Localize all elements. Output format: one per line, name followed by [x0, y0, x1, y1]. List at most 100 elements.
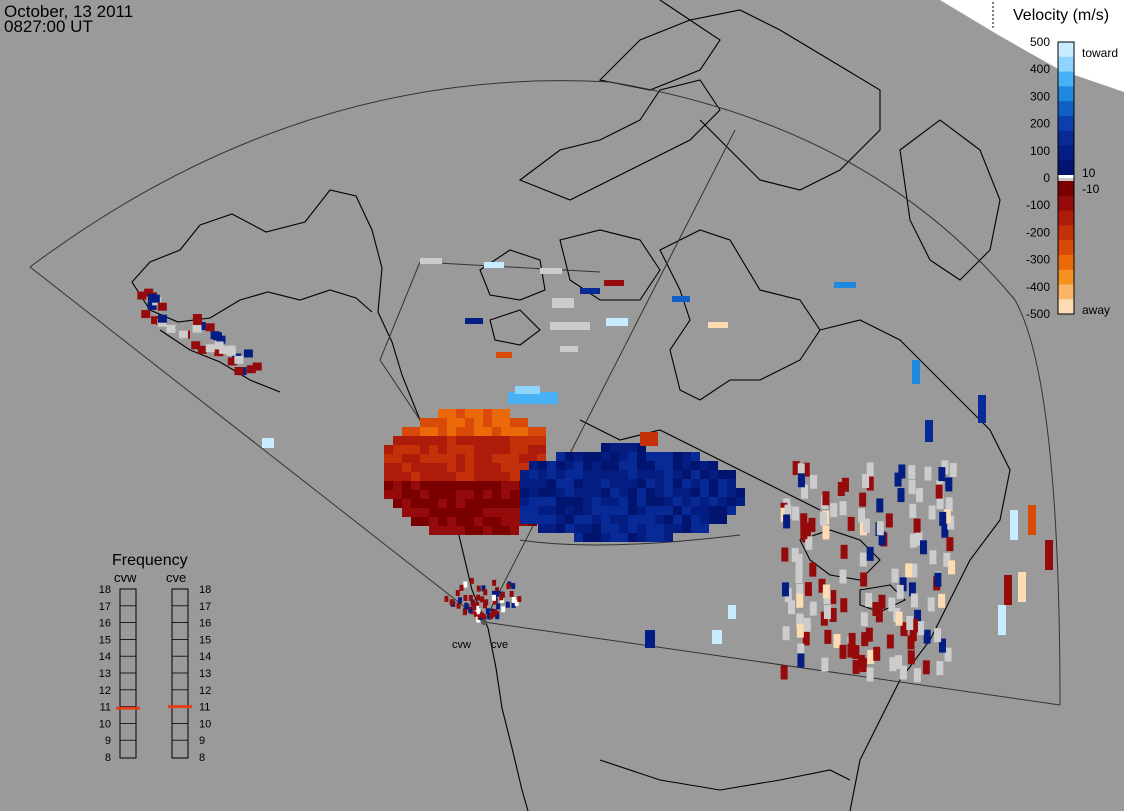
echo-cell: [402, 508, 411, 517]
echo-cell: [628, 443, 637, 452]
echo-cell: [865, 627, 873, 642]
colorbar-tick-label: -200: [1026, 225, 1050, 239]
echo-cell: [501, 463, 510, 472]
echo-cell: [447, 427, 456, 436]
echo-cell: [556, 515, 565, 524]
colorbar-title: Velocity (m/s): [1013, 7, 1109, 24]
echo-cell: [474, 481, 483, 490]
echo-cell: [495, 590, 500, 597]
echo-cell: [574, 506, 583, 515]
echo-cell: [520, 488, 529, 497]
echo-cell: [234, 367, 244, 376]
echo-cell: [456, 490, 465, 499]
echo-cell: [538, 488, 547, 497]
echo-cell: [637, 452, 646, 461]
frequency-tick-left: 14: [99, 651, 111, 663]
echo-cell: [438, 508, 447, 517]
echo-cell: [491, 594, 496, 601]
echo-cell: [501, 517, 510, 526]
echo-cell: [438, 499, 447, 508]
echo-cell: [862, 518, 870, 533]
echo-cell: [646, 533, 655, 542]
echo-cell: [520, 506, 529, 515]
echo-cell: [727, 470, 736, 479]
echo-cell: [673, 479, 682, 488]
echo-cell: [646, 470, 655, 479]
echo-cell: [682, 524, 691, 533]
echo-cell: [822, 491, 830, 506]
echo-cell: [529, 515, 538, 524]
echo-cell: [944, 647, 952, 662]
echo-cell: [628, 461, 637, 470]
echo-cell: [483, 589, 488, 596]
echo-cell: [876, 521, 884, 536]
echo-cell: [646, 506, 655, 515]
echo-cell: [447, 445, 456, 454]
echo-cell: [429, 427, 438, 436]
echo-cell: [511, 601, 516, 608]
echo-cell: [637, 488, 646, 497]
echo-cell: [938, 467, 946, 482]
frequency-marker: [168, 705, 192, 709]
frequency-tick-left: 15: [99, 634, 111, 646]
echo-cell: [860, 572, 868, 587]
echo-cell: [565, 461, 574, 470]
echo-cell: [465, 499, 474, 508]
echo-cell: [447, 418, 456, 427]
colorbar-minus10-label: -10: [1082, 182, 1100, 196]
echo-cell: [501, 606, 506, 613]
colorbar-plus10-label: 10: [1082, 166, 1096, 180]
echo-cell: [547, 479, 556, 488]
echo-cell: [895, 655, 903, 670]
echo-cell: [476, 585, 481, 592]
map-corner-highlight: [940, 0, 1124, 92]
echo-cell: [628, 452, 637, 461]
echo-cell: [592, 524, 601, 533]
echo-cell: [796, 623, 804, 638]
echo-cell: [479, 612, 484, 619]
echo-cell: [469, 577, 474, 584]
echo-cell: [858, 508, 866, 523]
echo-cell: [537, 445, 546, 454]
echo-cell: [474, 526, 483, 535]
echo-cell: [492, 409, 501, 418]
echo-cell: [606, 318, 628, 326]
echo-cell: [491, 610, 496, 617]
echo-cell: [447, 472, 456, 481]
echo-cell: [538, 524, 547, 533]
echo-cell: [501, 526, 510, 535]
echo-cell: [166, 324, 176, 333]
echo-cell: [583, 461, 592, 470]
colorbar-tick-label: 500: [1030, 35, 1050, 49]
echo-cell: [928, 505, 936, 520]
echo-cell: [519, 454, 528, 463]
echo-cell: [655, 533, 664, 542]
echo-cell: [927, 597, 935, 612]
echo-cell: [465, 454, 474, 463]
echo-cell: [858, 654, 866, 669]
echo-cell: [619, 497, 628, 506]
echo-cell: [402, 481, 411, 490]
frequency-title: Frequency: [112, 552, 188, 569]
echo-cell: [529, 497, 538, 506]
echo-cell: [700, 461, 709, 470]
echo-cell: [565, 452, 574, 461]
echo-cell: [810, 474, 818, 489]
echo-cell: [227, 357, 237, 366]
radar-echoes: [137, 258, 1053, 683]
echo-cell: [780, 665, 788, 680]
echo-cell: [938, 593, 946, 608]
echo-cell: [483, 409, 492, 418]
echo-cell: [866, 546, 874, 561]
echo-cell: [474, 418, 483, 427]
colorbar-tick-label: 200: [1030, 117, 1050, 131]
echo-cell: [805, 535, 813, 550]
echo-cell: [792, 461, 800, 476]
echo-cell: [736, 488, 745, 497]
echo-cell: [682, 470, 691, 479]
echo-cell: [796, 613, 804, 628]
echo-cell: [463, 581, 468, 588]
echo-cell: [157, 318, 167, 327]
echo-cell: [465, 418, 474, 427]
